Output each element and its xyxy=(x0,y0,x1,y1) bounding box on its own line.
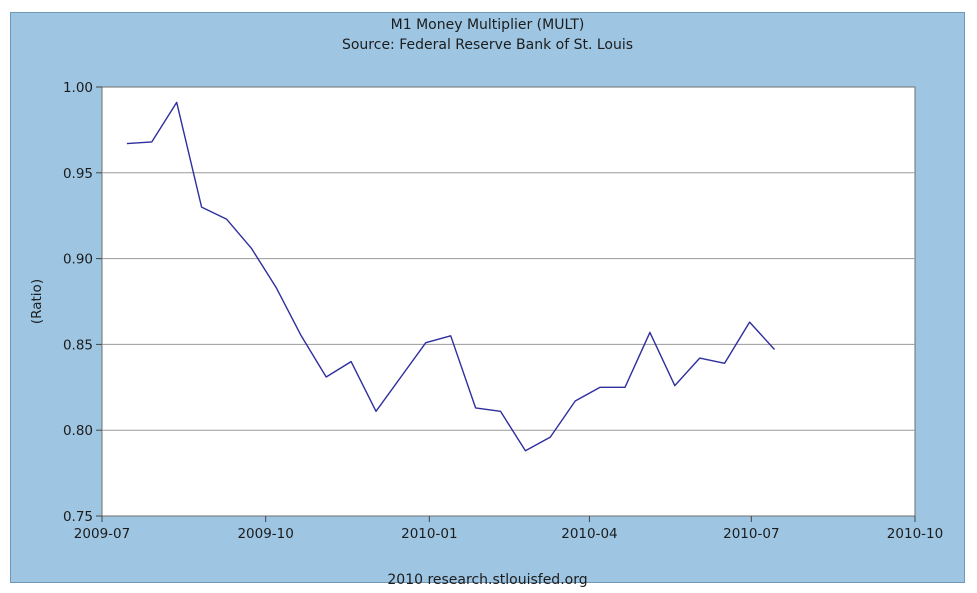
data-point-0-9 xyxy=(349,359,354,364)
data-point-0-26 xyxy=(772,347,777,352)
data-point-0-10 xyxy=(373,409,378,414)
data-point-0-4 xyxy=(224,217,229,222)
data-point-0-19 xyxy=(598,385,603,390)
data-point-0-15 xyxy=(498,409,503,414)
chart-title: M1 Money Multiplier (MULT) xyxy=(390,17,585,33)
tick-marks xyxy=(96,86,916,522)
x-tick-label-0: 2009-07 xyxy=(74,526,130,542)
x-tick-label-2: 2010-01 xyxy=(401,526,457,542)
data-point-0-14 xyxy=(473,405,478,410)
data-point-0-8 xyxy=(324,375,329,380)
data-point-0-7 xyxy=(299,333,304,338)
chart-frame: M1 Money Multiplier (MULT) Source: Feder… xyxy=(10,12,965,588)
data-point-0-25 xyxy=(747,320,752,325)
data-point-0-1 xyxy=(149,139,154,144)
series-line-0 xyxy=(126,101,776,452)
y-tick-label-3: 0.90 xyxy=(63,252,93,268)
data-point-0-17 xyxy=(548,435,553,440)
y-tick-label-0: 0.75 xyxy=(63,509,93,525)
data-point-0-11 xyxy=(398,375,403,380)
data-point-0-23 xyxy=(697,356,702,361)
y-tick-labels: 0.75 0.80 0.85 0.90 0.95 1.00 xyxy=(63,80,93,525)
y-tick-label-5: 1.00 xyxy=(63,80,93,96)
plot-area xyxy=(101,86,916,517)
x-tick-labels: 2009-07 2009-10 2010-01 2010-04 2010-07 2010-… xyxy=(74,526,943,542)
y-tick-label-1: 0.80 xyxy=(63,423,93,439)
data-point-0-22 xyxy=(672,383,677,388)
data-point-0-18 xyxy=(573,399,578,404)
x-tick-label-4: 2010-07 xyxy=(723,526,779,542)
data-point-0-13 xyxy=(448,333,453,338)
x-tick-label-5: 2010-10 xyxy=(887,526,943,542)
gridlines xyxy=(102,172,915,431)
chart-svg: 0.750.800.850.900.951.00 2009-07 2009-10 2… xyxy=(29,80,943,542)
data-point-0-2 xyxy=(174,100,179,105)
data-point-0-3 xyxy=(199,205,204,210)
y-tick-label-4: 0.95 xyxy=(63,166,93,182)
data-point-0-5 xyxy=(249,246,254,251)
y-tick-label-2: 0.85 xyxy=(63,337,93,353)
chart-subtitle: Source: Federal Reserve Bank of St. Loui… xyxy=(341,37,634,53)
data-point-0-20 xyxy=(623,385,628,390)
data-point-0-24 xyxy=(722,361,727,366)
data-point-0-12 xyxy=(423,340,428,345)
data-point-0-21 xyxy=(647,330,652,335)
data-point-0-16 xyxy=(523,448,528,453)
x-tick-label-1: 2009-10 xyxy=(237,526,293,542)
chart-footer: 2010 research.stlouisfed.org xyxy=(387,572,588,588)
y-axis-label: (Ratio) xyxy=(29,279,45,324)
data-point-0-6 xyxy=(274,285,279,290)
series-layer xyxy=(124,100,777,453)
data-point-0-0 xyxy=(124,141,129,146)
x-tick-label-3: 2010-04 xyxy=(561,526,617,542)
